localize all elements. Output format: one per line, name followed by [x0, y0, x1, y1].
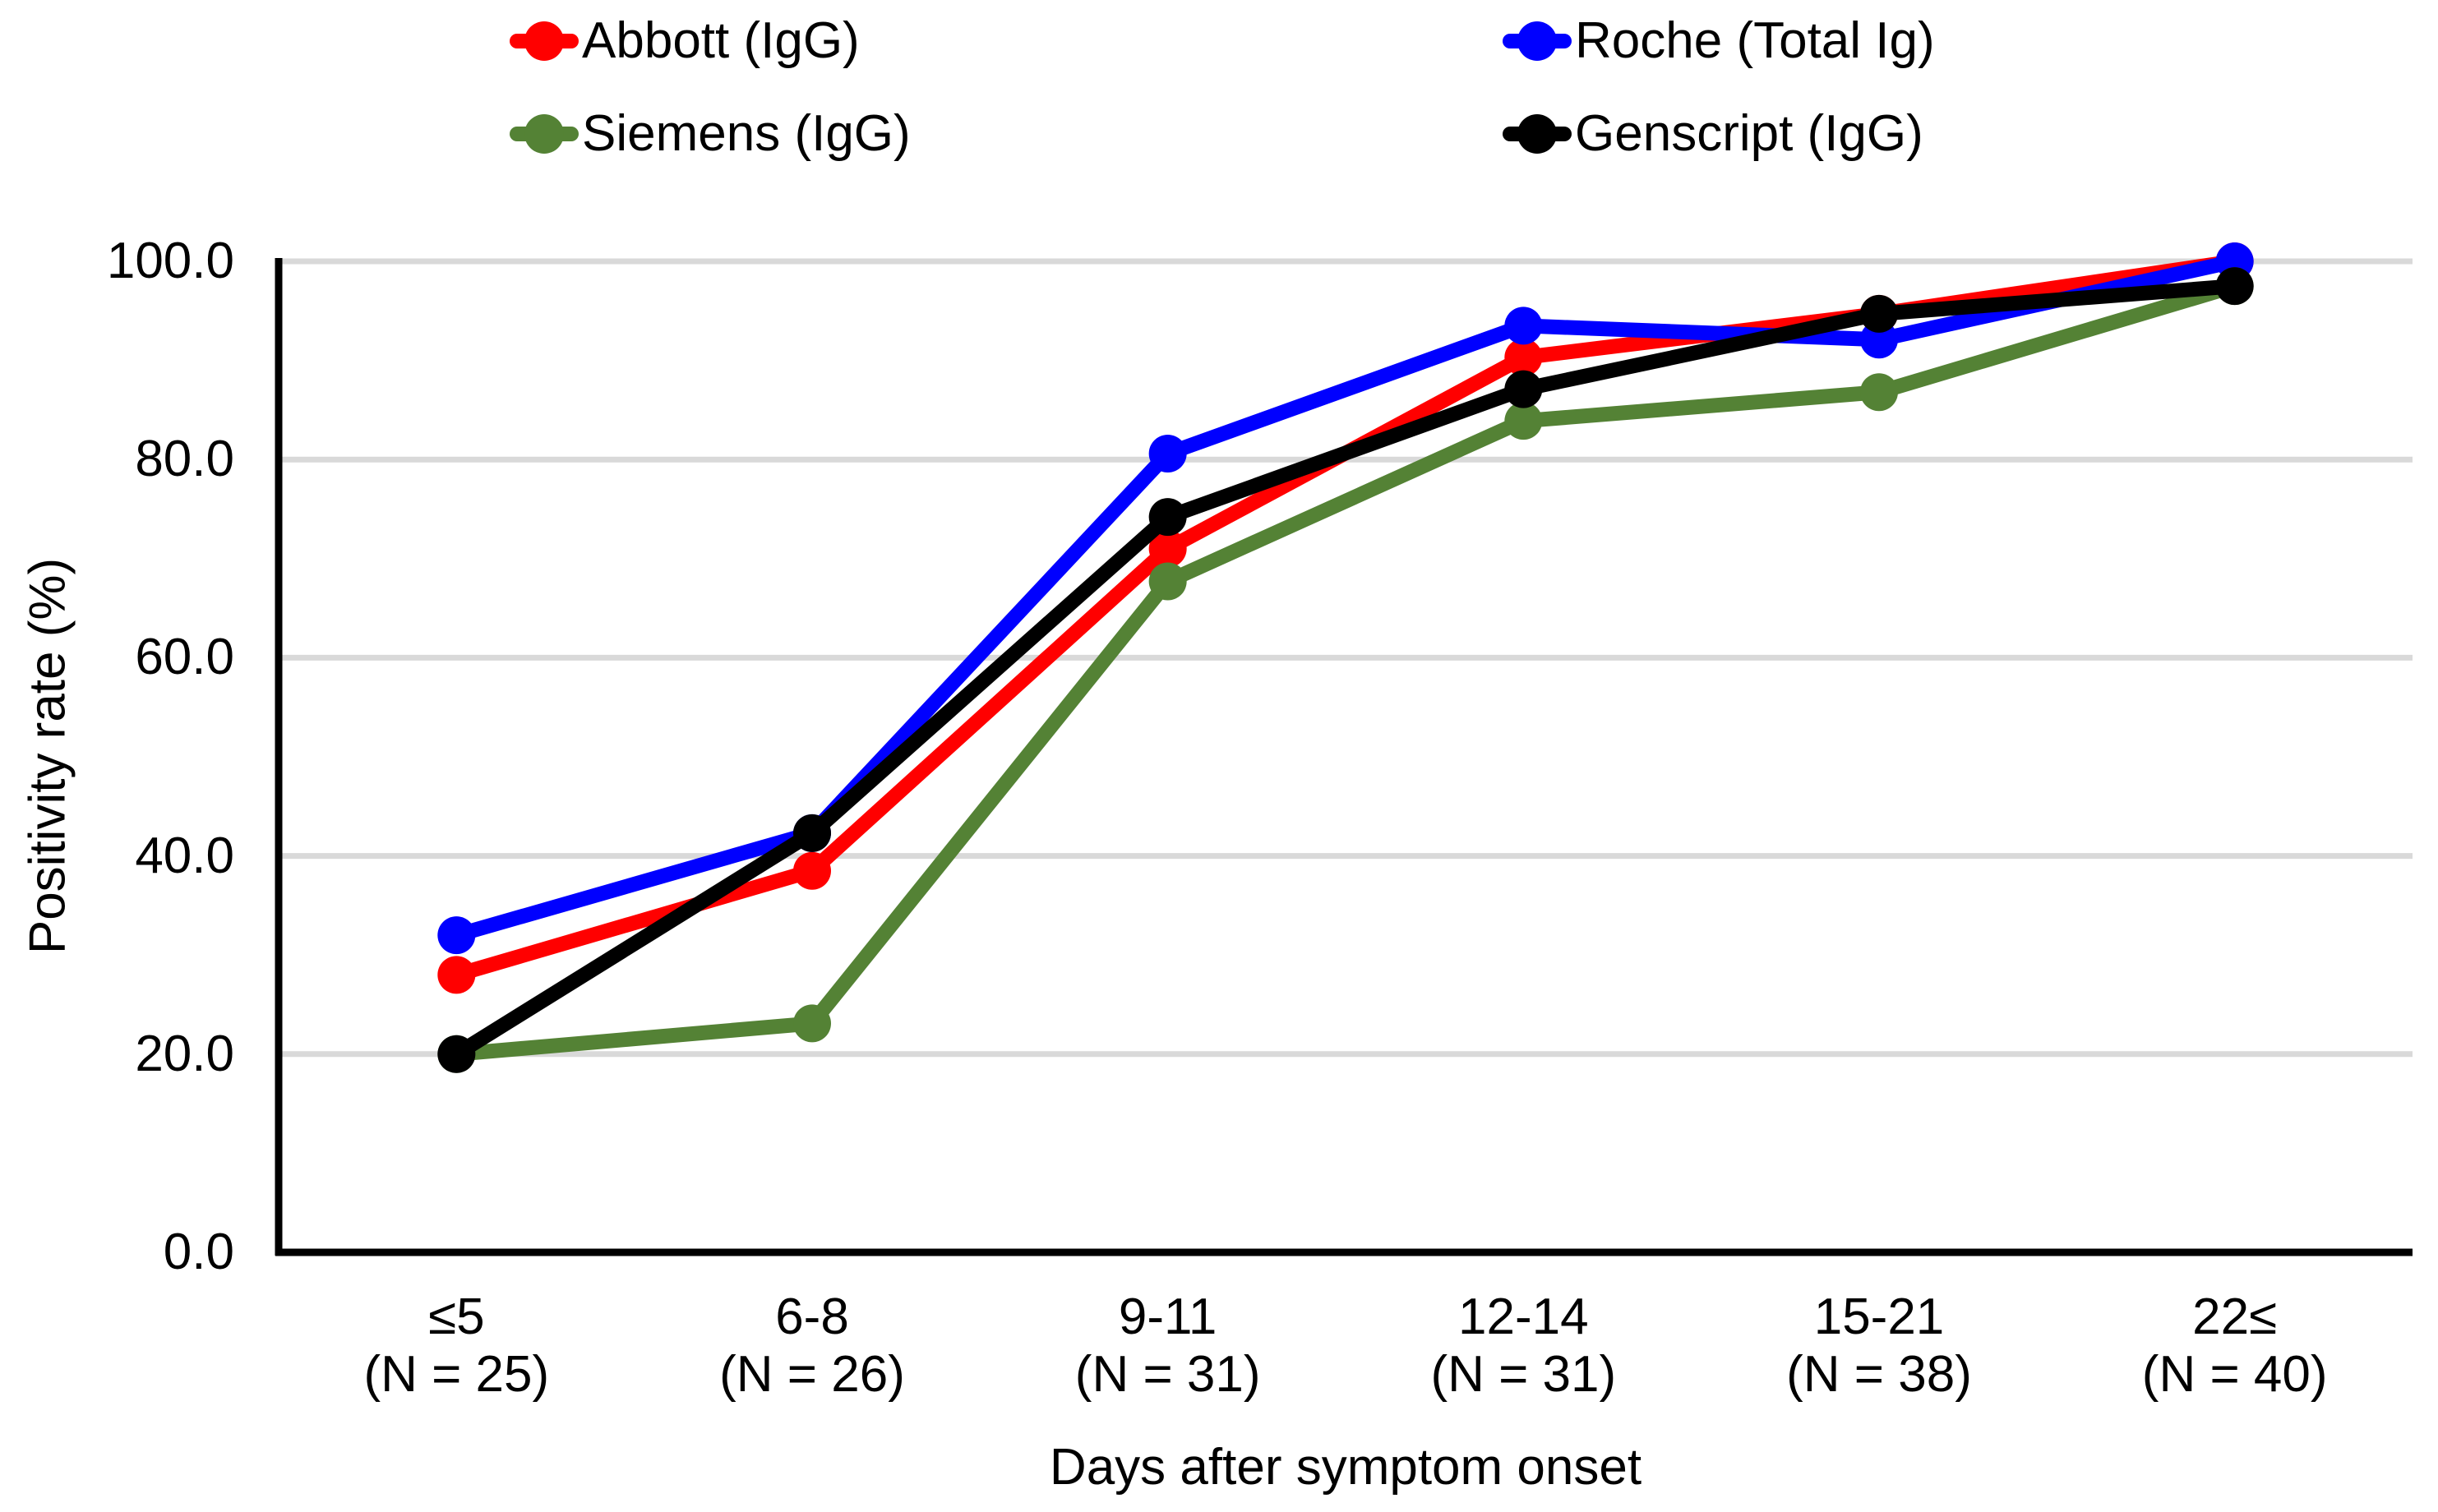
legend-marker-icon — [510, 15, 579, 67]
y-tick-label-40.0: 40.0 — [135, 827, 234, 884]
data-point-abbott-igg-12-14 — [1504, 338, 1543, 376]
x-tick-range: 12-14 — [1458, 1288, 1589, 1345]
data-point-siemens-igg-12-14 — [1504, 402, 1543, 440]
data-point-roche-total-ig-9-11 — [1148, 434, 1187, 472]
legend-marker-icon — [510, 108, 579, 160]
x-axis-title: Days after symptom onset — [1049, 1439, 1642, 1496]
legend-marker-icon — [1503, 108, 1572, 160]
x-tick-count: (N = 25) — [363, 1346, 550, 1403]
data-point-genscript-igg-≤5 — [437, 1035, 476, 1073]
x-tick-range: 9-11 — [1118, 1288, 1217, 1345]
x-tick-count: (N = 31) — [1074, 1346, 1261, 1403]
legend-item-siemens: Siemens (IgG) — [510, 108, 911, 160]
y-tick-label-80.0: 80.0 — [135, 431, 234, 488]
x-tick-label-22≤: 22≤ (N = 40) — [2142, 1288, 2328, 1404]
x-tick-label-15-21: 15-21 (N = 38) — [1786, 1288, 1972, 1404]
x-tick-label-≤5: ≤5 (N = 25) — [363, 1288, 549, 1404]
legend-label: Abbott (IgG) — [582, 12, 860, 69]
data-point-abbott-igg-≤5 — [437, 956, 476, 994]
x-tick-range: 15-21 — [1813, 1288, 1945, 1345]
x-tick-range: ≤5 — [428, 1288, 485, 1345]
legend-label: Roche (Total Ig) — [1575, 12, 1935, 69]
x-tick-label-12-14: 12-14 (N = 31) — [1430, 1288, 1616, 1404]
x-tick-range: 22≤ — [2192, 1288, 2278, 1345]
y-tick-label-100.0: 100.0 — [106, 233, 234, 289]
x-tick-label-6-8: 6-8 (N = 26) — [719, 1288, 905, 1404]
legend-item-roche: Roche (Total Ig) — [1503, 15, 1935, 67]
data-point-genscript-igg-12-14 — [1504, 370, 1543, 408]
x-tick-count: (N = 26) — [719, 1346, 905, 1403]
x-tick-count: (N = 40) — [2141, 1346, 2328, 1403]
data-point-genscript-igg-15-21 — [1860, 294, 1898, 333]
legend-label: Genscript (IgG) — [1575, 105, 1923, 162]
legend-item-genscript: Genscript (IgG) — [1503, 108, 1923, 160]
data-point-siemens-igg-15-21 — [1860, 373, 1898, 412]
y-tick-label-60.0: 60.0 — [135, 629, 234, 686]
data-point-genscript-igg-9-11 — [1148, 498, 1187, 537]
series-line-roche-total-ig — [454, 254, 2237, 943]
data-point-roche-total-ig-12-14 — [1504, 307, 1543, 345]
data-point-roche-total-ig-≤5 — [437, 916, 476, 955]
legend-label: Siemens (IgG) — [582, 105, 911, 162]
legend-item-abbott: Abbott (IgG) — [510, 15, 860, 67]
y-tick-label-0.0: 0.0 — [163, 1224, 234, 1280]
data-point-siemens-igg-6-8 — [793, 1004, 831, 1043]
y-axis-title: Positivity rate (%) — [19, 557, 76, 955]
data-point-genscript-igg-6-8 — [793, 814, 831, 852]
x-tick-count: (N = 31) — [1430, 1346, 1617, 1403]
x-tick-label-9-11: 9-11 (N = 31) — [1075, 1288, 1261, 1404]
data-point-abbott-igg-6-8 — [793, 851, 831, 890]
data-point-abbott-igg-9-11 — [1148, 529, 1187, 568]
series-line-genscript-igg — [452, 279, 2236, 1061]
x-tick-range: 6-8 — [775, 1288, 849, 1345]
x-tick-count: (N = 38) — [1786, 1346, 1972, 1403]
y-tick-label-20.0: 20.0 — [135, 1025, 234, 1082]
data-point-genscript-igg-22≤ — [2215, 267, 2254, 306]
data-point-siemens-igg-9-11 — [1148, 562, 1187, 601]
series-line-siemens-igg — [455, 279, 2237, 1062]
legend-marker-icon — [1503, 15, 1572, 67]
